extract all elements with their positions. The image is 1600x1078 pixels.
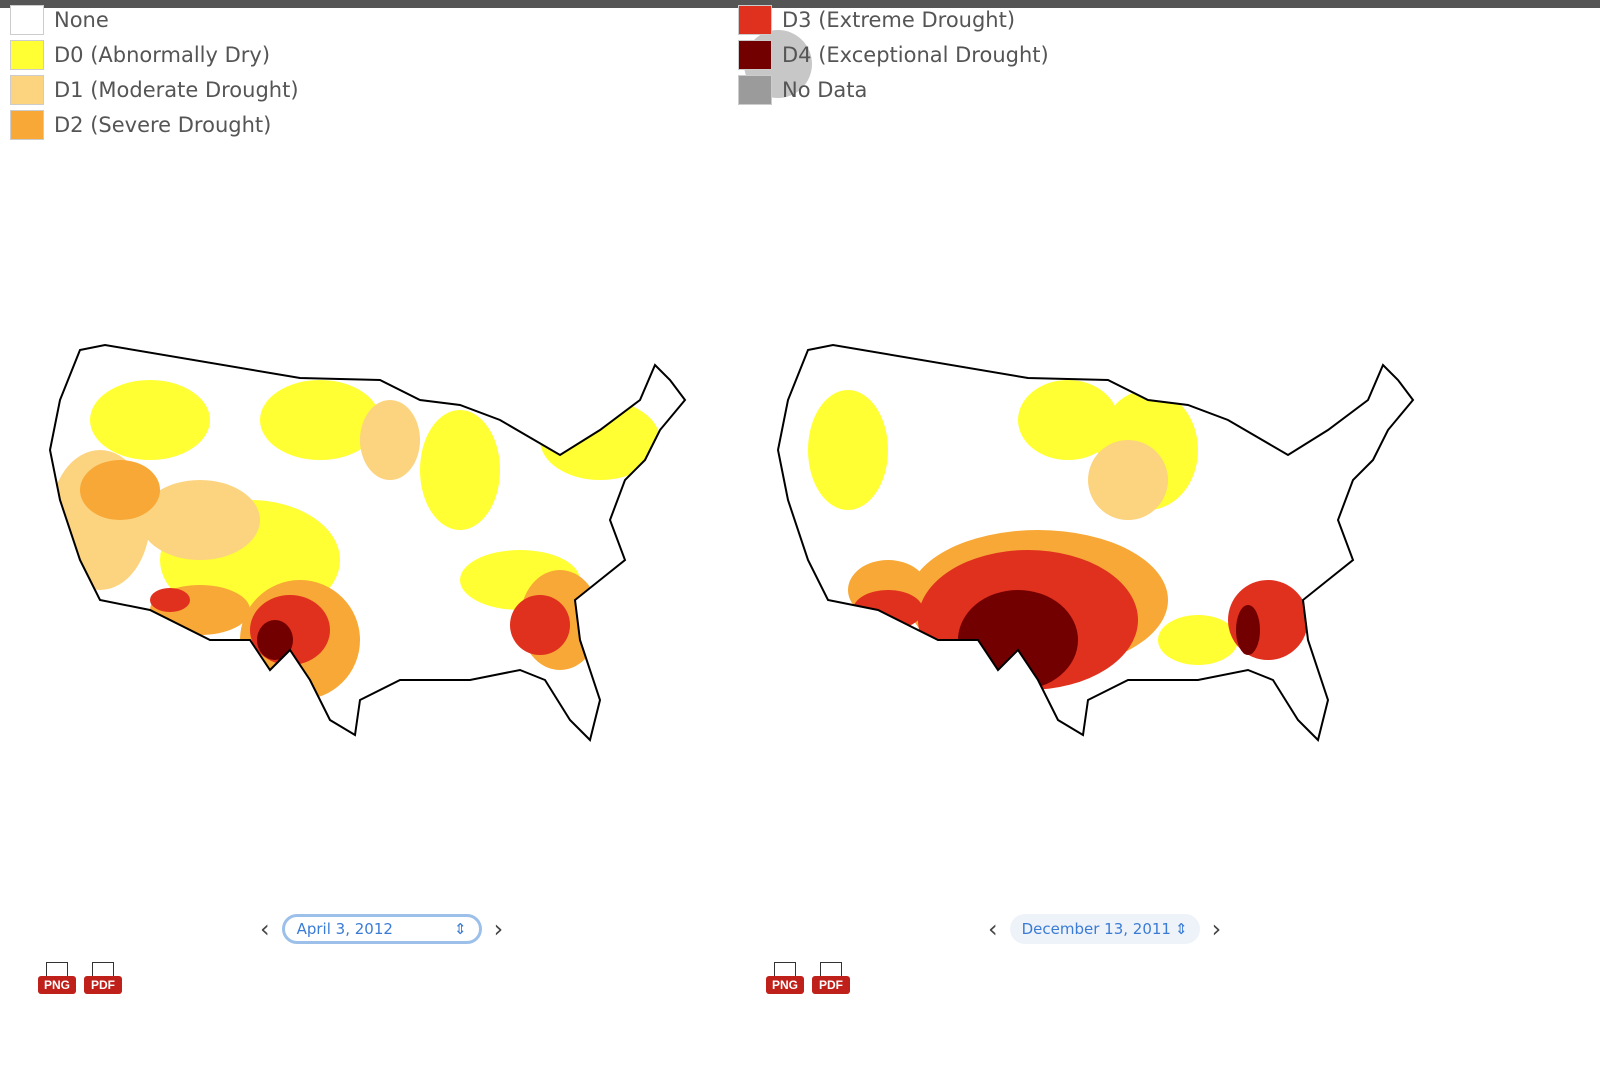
download-button[interactable]: PDF bbox=[812, 962, 850, 998]
legend-item: D2 (Severe Drought) bbox=[10, 109, 271, 141]
legend-item: D1 (Moderate Drought) bbox=[10, 74, 299, 106]
download-button[interactable]: PNG bbox=[38, 962, 76, 998]
drought-area bbox=[420, 410, 500, 530]
download-button[interactable]: PNG bbox=[766, 962, 804, 998]
legend-swatch bbox=[738, 40, 772, 70]
drought-area bbox=[1018, 380, 1118, 460]
date-text: April 3, 2012 bbox=[296, 920, 393, 938]
drought-area bbox=[853, 590, 923, 630]
legend-swatch bbox=[10, 110, 44, 140]
button-label: PDF bbox=[84, 976, 122, 994]
drought-area bbox=[1158, 615, 1238, 665]
date-select[interactable]: April 3, 2012 ⇕ bbox=[281, 914, 482, 944]
legend-item: D4 (Exceptional Drought) bbox=[738, 39, 1049, 71]
top-bar bbox=[0, 0, 1600, 8]
drought-area bbox=[150, 588, 190, 612]
legend-label: D0 (Abnormally Dry) bbox=[54, 43, 271, 67]
legend-swatch bbox=[10, 75, 44, 105]
legend-swatch bbox=[738, 75, 772, 105]
legend-item: D0 (Abnormally Dry) bbox=[10, 39, 270, 71]
select-chevron: ⇕ bbox=[454, 920, 467, 938]
drought-area bbox=[808, 390, 888, 510]
drought-area bbox=[1236, 605, 1260, 655]
legend-label: D1 (Moderate Drought) bbox=[54, 78, 299, 102]
download-button[interactable]: PDF bbox=[84, 962, 122, 998]
map-right bbox=[777, 344, 1414, 741]
legend-swatch bbox=[738, 5, 772, 35]
date-navigator: ‹ April 3, 2012 ⇕ › bbox=[260, 914, 503, 944]
prev-arrow[interactable]: ‹ bbox=[260, 915, 270, 943]
date-text: December 13, 2011 bbox=[1021, 920, 1171, 938]
drought-area bbox=[540, 400, 660, 480]
legend-label: D4 (Exceptional Drought) bbox=[782, 43, 1049, 67]
map-left bbox=[49, 344, 686, 741]
legend-swatch bbox=[10, 40, 44, 70]
legend-label: No Data bbox=[782, 78, 868, 102]
drought-area bbox=[260, 380, 380, 460]
date-navigator: ‹ December 13, 2011 ⇕ › bbox=[988, 914, 1221, 944]
legend-label: D3 (Extreme Drought) bbox=[782, 8, 1016, 32]
legend-label: None bbox=[54, 8, 109, 32]
drought-area bbox=[140, 480, 260, 560]
drought-area bbox=[1088, 440, 1168, 520]
drought-area bbox=[360, 400, 420, 480]
button-label: PNG bbox=[38, 976, 76, 994]
select-chevron: ⇕ bbox=[1175, 920, 1188, 938]
drought-area bbox=[80, 460, 160, 520]
download-buttons: PNG PDF bbox=[766, 962, 850, 998]
legend-item: No Data bbox=[738, 74, 867, 106]
legend-item: D3 (Extreme Drought) bbox=[738, 4, 1015, 36]
next-arrow[interactable]: › bbox=[1211, 915, 1222, 943]
button-label: PDF bbox=[812, 976, 850, 994]
date-select[interactable]: December 13, 2011 ⇕ bbox=[1009, 914, 1200, 944]
drought-area bbox=[510, 595, 570, 655]
legend-item: None bbox=[10, 4, 109, 36]
legend-swatch bbox=[10, 5, 44, 35]
drought-area bbox=[90, 380, 210, 460]
next-arrow[interactable]: › bbox=[493, 915, 504, 943]
legend-label: D2 (Severe Drought) bbox=[54, 113, 272, 137]
prev-arrow[interactable]: ‹ bbox=[988, 915, 998, 943]
button-label: PNG bbox=[766, 976, 804, 994]
download-buttons: PNG PDF bbox=[38, 962, 122, 998]
drought-area bbox=[257, 620, 293, 660]
